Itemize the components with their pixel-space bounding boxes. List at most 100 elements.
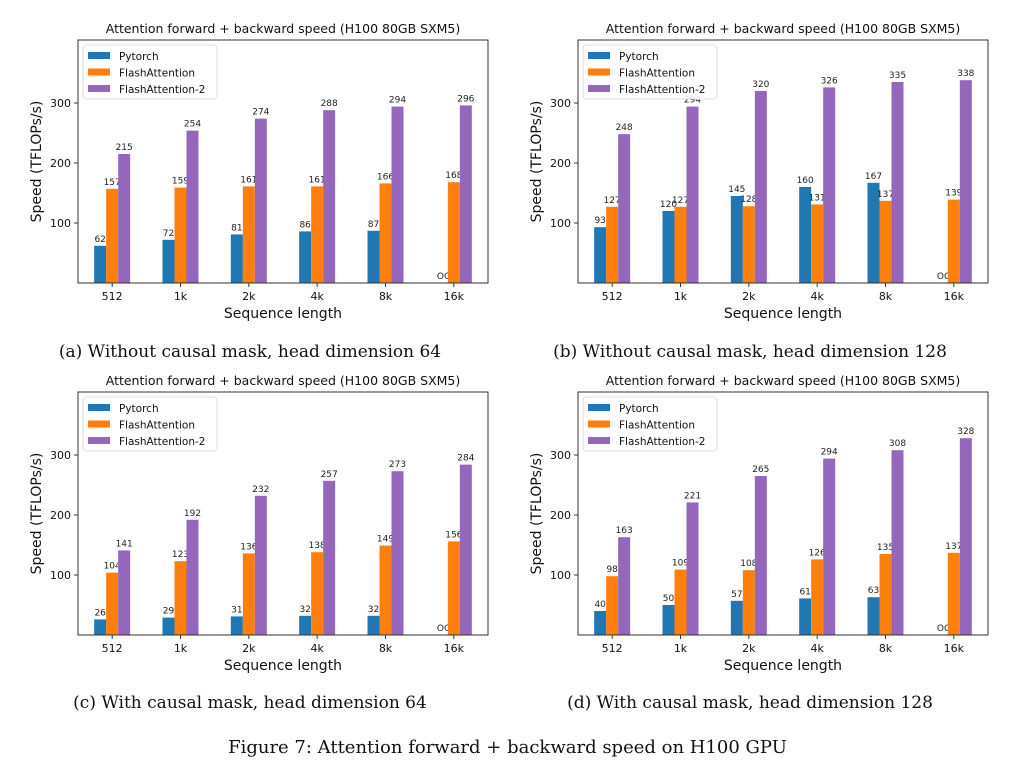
data-label-flashattention-2k: 108 (740, 559, 757, 569)
legend-swatch-pytorch (88, 404, 110, 411)
bar-flashattention-2-1k (686, 502, 699, 635)
bar-flashattention-8k (879, 200, 892, 283)
chart-title: Attention forward + backward speed (H100… (106, 21, 461, 36)
x-tick-label-8k: 8k (379, 642, 393, 655)
plot-frame (577, 391, 989, 636)
data-label-flashattention-2-512: 248 (616, 123, 633, 133)
x-tick-label-16k: 16k (444, 290, 465, 303)
bar-pytorch-512 (594, 227, 607, 283)
subfigure-caption-b: (b) Without causal mask, head dimension … (553, 342, 947, 362)
y-tick-label: 200 (550, 509, 571, 522)
data-label-flashattention-2-2k: 232 (252, 485, 269, 495)
x-tick-label-1k: 1k (174, 290, 188, 303)
data-label-pytorch-8k: 63 (868, 586, 879, 596)
data-label-flashattention-4k: 161 (309, 175, 326, 185)
legend-label-flashattention-2: FlashAttention-2 (119, 436, 205, 448)
bar-flashattention-2-1k (186, 130, 199, 283)
bar-flashattention-8k (879, 554, 892, 635)
data-label-pytorch-8k: 167 (865, 172, 882, 182)
data-label-flashattention-2-2k: 265 (752, 465, 769, 475)
legend-swatch-flashattention (88, 68, 110, 76)
bar-flashattention-2-2k (254, 118, 267, 283)
data-label-pytorch-2k: 57 (731, 590, 742, 600)
bar-flashattention-512 (606, 206, 619, 283)
subfigure-caption-d: (d) With causal mask, head dimension 128 (567, 693, 933, 713)
data-label-flashattention-2-16k: 284 (457, 454, 474, 464)
x-tick-label-8k: 8k (879, 290, 893, 303)
x-tick-label-16k: 16k (444, 642, 465, 655)
data-label-pytorch-4k: 86 (299, 220, 311, 230)
bar-pytorch-512 (594, 611, 607, 635)
data-label-flashattention-2-8k: 308 (889, 439, 906, 449)
bar-flashattention-2-2k (254, 495, 267, 635)
bar-flashattention-2-512 (118, 154, 131, 283)
y-tick-label: 100 (50, 569, 71, 582)
bar-flashattention-8k (379, 183, 392, 283)
data-label-flashattention-2-4k: 257 (321, 470, 338, 480)
data-label-flashattention-2-16k: 296 (457, 94, 474, 104)
bar-flashattention-2-4k (823, 458, 836, 635)
data-label-flashattention-16k: 156 (445, 530, 462, 540)
x-tick-label-1k: 1k (174, 642, 188, 655)
x-tick-label-2k: 2k (242, 290, 256, 303)
data-label-flashattention-2-512: 215 (116, 143, 133, 153)
y-tick-label: 300 (550, 97, 571, 110)
data-label-flashattention-2-1k: 254 (184, 120, 201, 130)
x-axis-label: Sequence length (224, 658, 342, 674)
bar-pytorch-4k (799, 598, 812, 635)
subfigure-caption-c: (c) With causal mask, head dimension 64 (73, 693, 427, 713)
data-label-flashattention-4k: 126 (809, 548, 826, 558)
data-label-pytorch-4k: 61 (799, 587, 810, 597)
legend-label-flashattention-2: FlashAttention-2 (619, 84, 705, 96)
x-tick-label-4k: 4k (310, 642, 324, 655)
legend-label-flashattention: FlashAttention (119, 68, 195, 80)
legend-swatch-flashattention (588, 420, 610, 428)
bar-flashattention-16k (447, 182, 460, 283)
bar-pytorch-8k (367, 615, 380, 635)
bar-flashattention-2-16k (959, 438, 972, 635)
y-tick-label: 200 (50, 157, 71, 170)
legend-label-flashattention-2: FlashAttention-2 (119, 84, 205, 96)
bar-pytorch-2k (730, 600, 743, 635)
bar-pytorch-2k (730, 196, 743, 283)
bar-flashattention-2-4k (823, 87, 836, 284)
data-label-flashattention-1k: 127 (672, 196, 689, 206)
data-label-flashattention-8k: 135 (877, 543, 894, 553)
y-tick-label: 300 (50, 449, 71, 462)
y-axis-label: Speed (TFLOPs/s) (29, 453, 45, 575)
legend-box (582, 396, 718, 452)
x-tick-label-512: 512 (602, 642, 623, 655)
data-label-pytorch-8k: 32 (368, 605, 379, 615)
bar-flashattention-2k (242, 186, 255, 283)
bar-flashattention-2k (242, 553, 255, 635)
data-label-flashattention-512: 157 (104, 178, 121, 188)
data-label-flashattention-512: 127 (604, 196, 621, 206)
x-tick-label-2k: 2k (242, 642, 256, 655)
bar-flashattention-2-8k (891, 82, 904, 283)
bar-pytorch-8k (367, 230, 380, 283)
legend-box (82, 44, 218, 100)
legend-swatch-flashattention-2 (588, 437, 610, 444)
subfigure-caption-a: (a) Without causal mask, head dimension … (58, 342, 442, 362)
bar-flashattention-2-2k (754, 476, 767, 635)
data-label-flashattention-2-8k: 335 (889, 71, 906, 81)
data-label-flashattention-2-512: 163 (616, 526, 633, 536)
legend-label-flashattention: FlashAttention (119, 420, 195, 432)
x-tick-label-16k: 16k (944, 290, 965, 303)
x-tick-label-8k: 8k (379, 290, 393, 303)
y-tick-label: 200 (50, 509, 71, 522)
data-label-pytorch-2k: 81 (231, 223, 242, 233)
x-axis-label: Sequence length (224, 306, 342, 322)
data-label-flashattention-2k: 161 (240, 175, 257, 185)
bar-flashattention-2-4k (323, 110, 336, 283)
y-tick-label: 300 (550, 449, 571, 462)
legend-swatch-pytorch (588, 52, 610, 59)
bar-chart-d: Attention forward + backward speed (H100… (529, 373, 989, 674)
legend-label-flashattention: FlashAttention (619, 68, 695, 80)
bar-pytorch-4k (299, 615, 312, 635)
bar-flashattention-2-16k (459, 464, 472, 635)
legend-label-pytorch: Pytorch (119, 51, 159, 63)
data-label-flashattention-16k: 137 (945, 542, 962, 552)
data-label-flashattention-16k: 168 (445, 171, 462, 181)
legend-label-pytorch: Pytorch (619, 403, 659, 415)
